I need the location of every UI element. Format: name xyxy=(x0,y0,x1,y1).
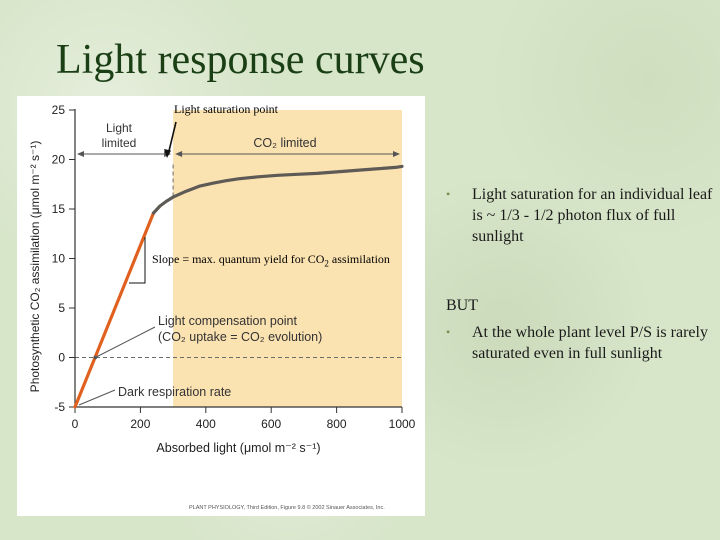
region-label-light: Light xyxy=(106,121,133,135)
bullet-list-bottom: • At the whole plant level P/S is rarely… xyxy=(444,322,716,364)
y-axis-label: Photosynthetic CO₂ assimilation (μmol m⁻… xyxy=(28,141,42,393)
bullet-dot: • xyxy=(446,325,451,339)
light-response-figure: -5 0 5 10 15 20 25 0 200 400 600 800 1000 Absorbed li… xyxy=(17,96,425,516)
dark-respiration-label: Dark respiration rate xyxy=(118,385,231,399)
arrow-head xyxy=(393,151,400,157)
y-tick-label: 20 xyxy=(52,153,66,167)
slide-title: Light response curves xyxy=(56,37,425,83)
compensation-label: Light compensation point xyxy=(158,314,298,328)
saturation-pointer-line xyxy=(168,121,177,152)
slope-label-sub: 2 xyxy=(324,258,329,269)
bullet-item: • Light saturation for an individual lea… xyxy=(444,184,716,247)
x-tick-label: 400 xyxy=(196,417,216,431)
y-tick-label: 5 xyxy=(58,301,65,315)
slope-label: Slope = max. quantum yield for CO2 assim… xyxy=(152,252,390,268)
arrow-head xyxy=(77,151,84,157)
light-response-chart: -5 0 5 10 15 20 25 0 200 400 600 800 1000 Absorbed li… xyxy=(28,103,416,511)
x-tick-label: 1000 xyxy=(389,417,416,431)
saturation-point-label: Light saturation point xyxy=(174,102,278,116)
but-heading: BUT xyxy=(446,297,478,314)
series-line xyxy=(151,164,404,215)
y-tick-label: 25 xyxy=(52,103,66,117)
compensation-leader-line xyxy=(95,326,156,358)
y-tick-label: 15 xyxy=(52,202,66,216)
saturation-pointer-head xyxy=(164,149,171,158)
series-line xyxy=(73,211,156,409)
slope-bracket xyxy=(129,237,146,284)
y-tick-label: 0 xyxy=(58,351,65,365)
slope-label-prefix: Slope = max. quantum yield for CO xyxy=(152,252,325,266)
bullet-text: At the whole plant level P/S is rarely s… xyxy=(472,324,708,362)
bullet-list-top: • Light saturation for an individual lea… xyxy=(444,184,716,247)
x-tick-label: 200 xyxy=(130,417,150,431)
arrow-head xyxy=(175,151,183,157)
compensation-label: (CO₂ uptake = CO₂ evolution) xyxy=(158,330,322,344)
bullet-text: Light saturation for an individual leaf … xyxy=(472,186,713,245)
region-label-co2: CO₂ limited xyxy=(253,136,316,150)
compensation-point-marker xyxy=(93,355,98,360)
figure-credit: PLANT PHYSIOLOGY, Third Edition, Figure … xyxy=(189,504,385,511)
x-tick-label: 0 xyxy=(72,417,79,431)
x-axis-label: Absorbed light (μmol m⁻² s⁻¹) xyxy=(156,441,320,455)
slope-label-suffix: assimilation xyxy=(328,252,390,266)
y-tick-label: -5 xyxy=(54,400,65,414)
bullet-dot: • xyxy=(446,187,451,201)
bullet-item: • At the whole plant level P/S is rarely… xyxy=(444,322,716,364)
y-tick-label: 10 xyxy=(52,252,66,266)
x-tick-label: 800 xyxy=(327,417,347,431)
x-tick-label: 600 xyxy=(261,417,281,431)
dark-respiration-leader-line xyxy=(78,389,116,406)
region-label-light: limited xyxy=(102,136,137,150)
